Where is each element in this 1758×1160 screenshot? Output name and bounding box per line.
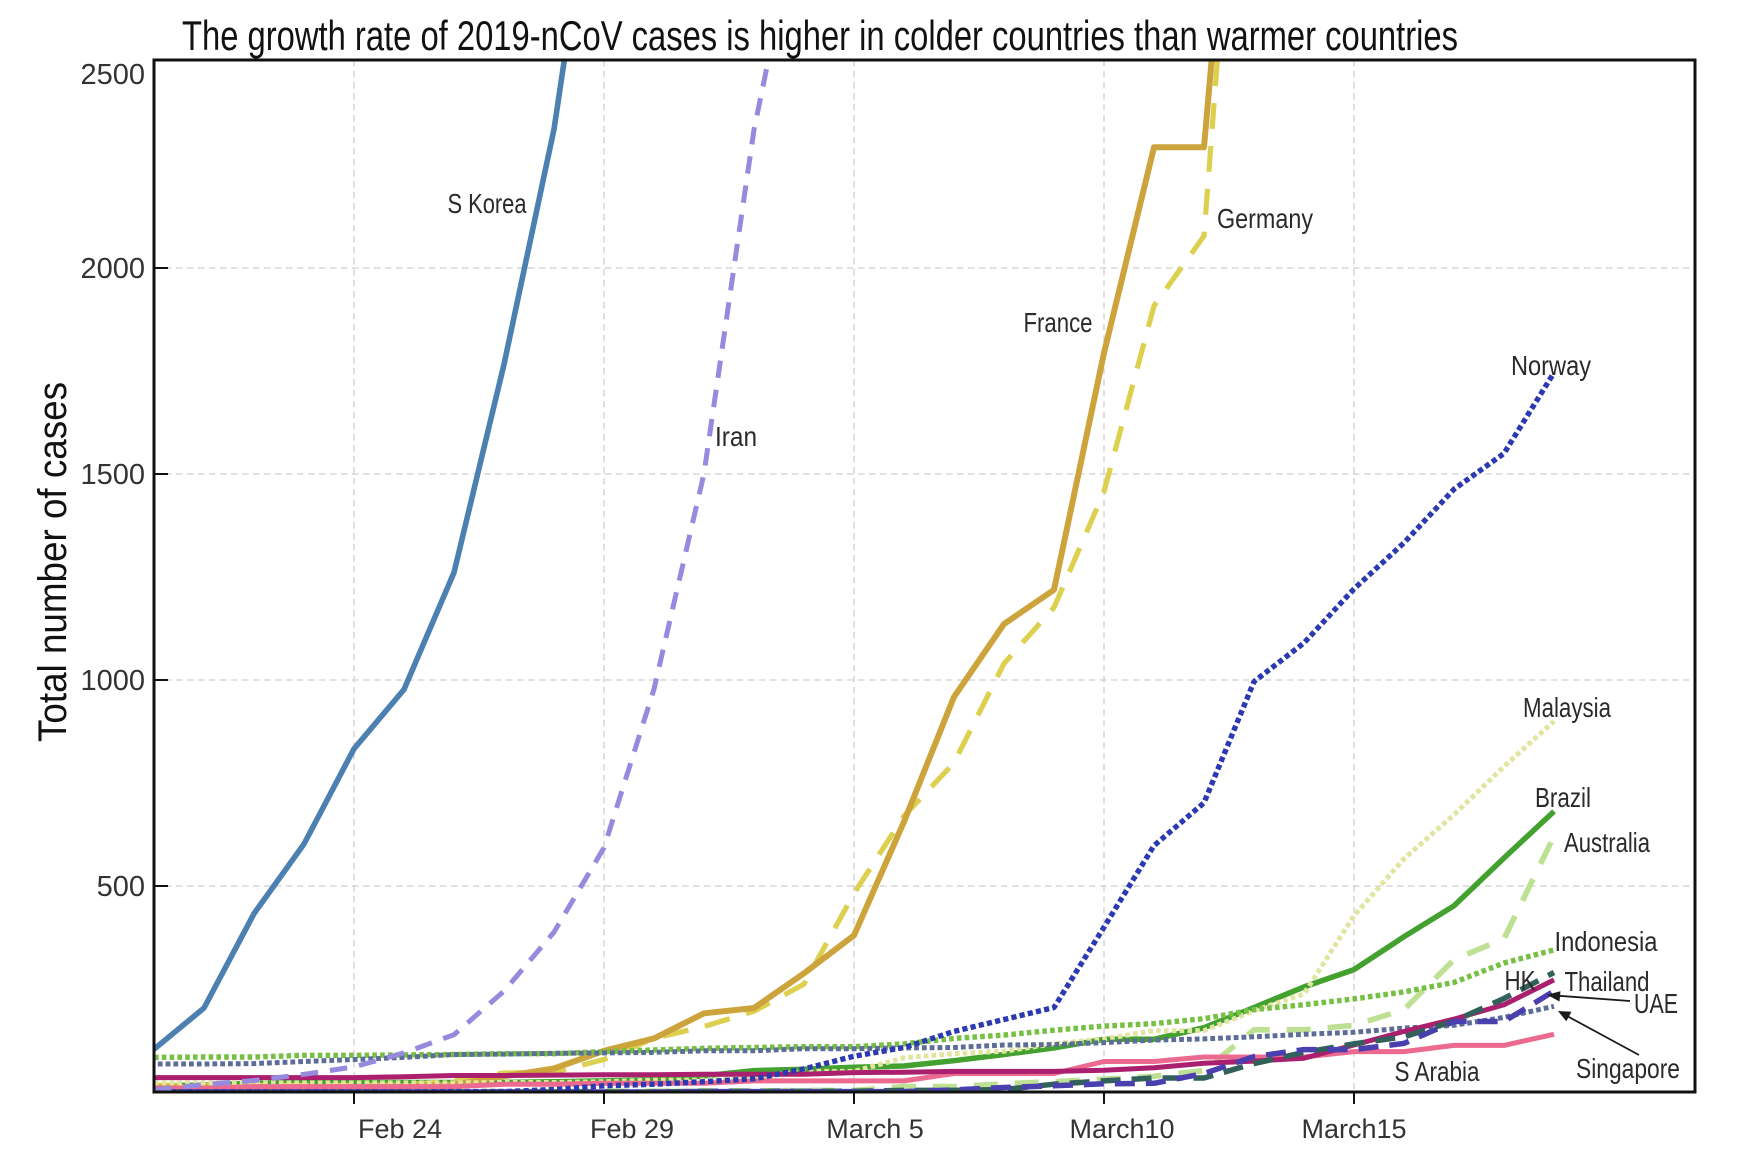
svg-text:March10: March10 <box>1069 1114 1174 1144</box>
svg-text:UAE: UAE <box>1634 988 1678 1019</box>
svg-text:2500: 2500 <box>80 59 145 91</box>
svg-text:Feb 24: Feb 24 <box>358 1114 442 1144</box>
svg-text:France: France <box>1024 307 1093 338</box>
svg-text:Thailand: Thailand <box>1565 966 1650 997</box>
svg-text:Australia: Australia <box>1564 827 1650 858</box>
svg-text:Iran: Iran <box>715 421 757 452</box>
svg-text:500: 500 <box>97 871 145 903</box>
svg-text:Indonesia: Indonesia <box>1555 926 1658 957</box>
svg-text:Brazil: Brazil <box>1535 782 1591 813</box>
svg-text:March15: March15 <box>1301 1114 1406 1144</box>
svg-text:Total number of cases: Total number of cases <box>31 382 75 742</box>
svg-text:Germany: Germany <box>1217 203 1313 234</box>
svg-text:March 5: March 5 <box>826 1114 924 1144</box>
svg-text:Norway: Norway <box>1511 350 1591 381</box>
svg-text:1000: 1000 <box>80 665 145 697</box>
svg-text:Singapore: Singapore <box>1576 1053 1680 1084</box>
svg-text:HK: HK <box>1505 965 1536 996</box>
svg-text:S Korea: S Korea <box>448 188 527 219</box>
svg-text:Malaysia: Malaysia <box>1523 692 1611 723</box>
svg-text:The growth rate of 2019-nCoV c: The growth rate of 2019-nCoV cases is hi… <box>182 12 1458 59</box>
svg-text:Feb 29: Feb 29 <box>590 1114 674 1144</box>
svg-text:1500: 1500 <box>80 459 145 491</box>
svg-text:2000: 2000 <box>80 253 145 285</box>
svg-text:S Arabia: S Arabia <box>1395 1056 1480 1087</box>
